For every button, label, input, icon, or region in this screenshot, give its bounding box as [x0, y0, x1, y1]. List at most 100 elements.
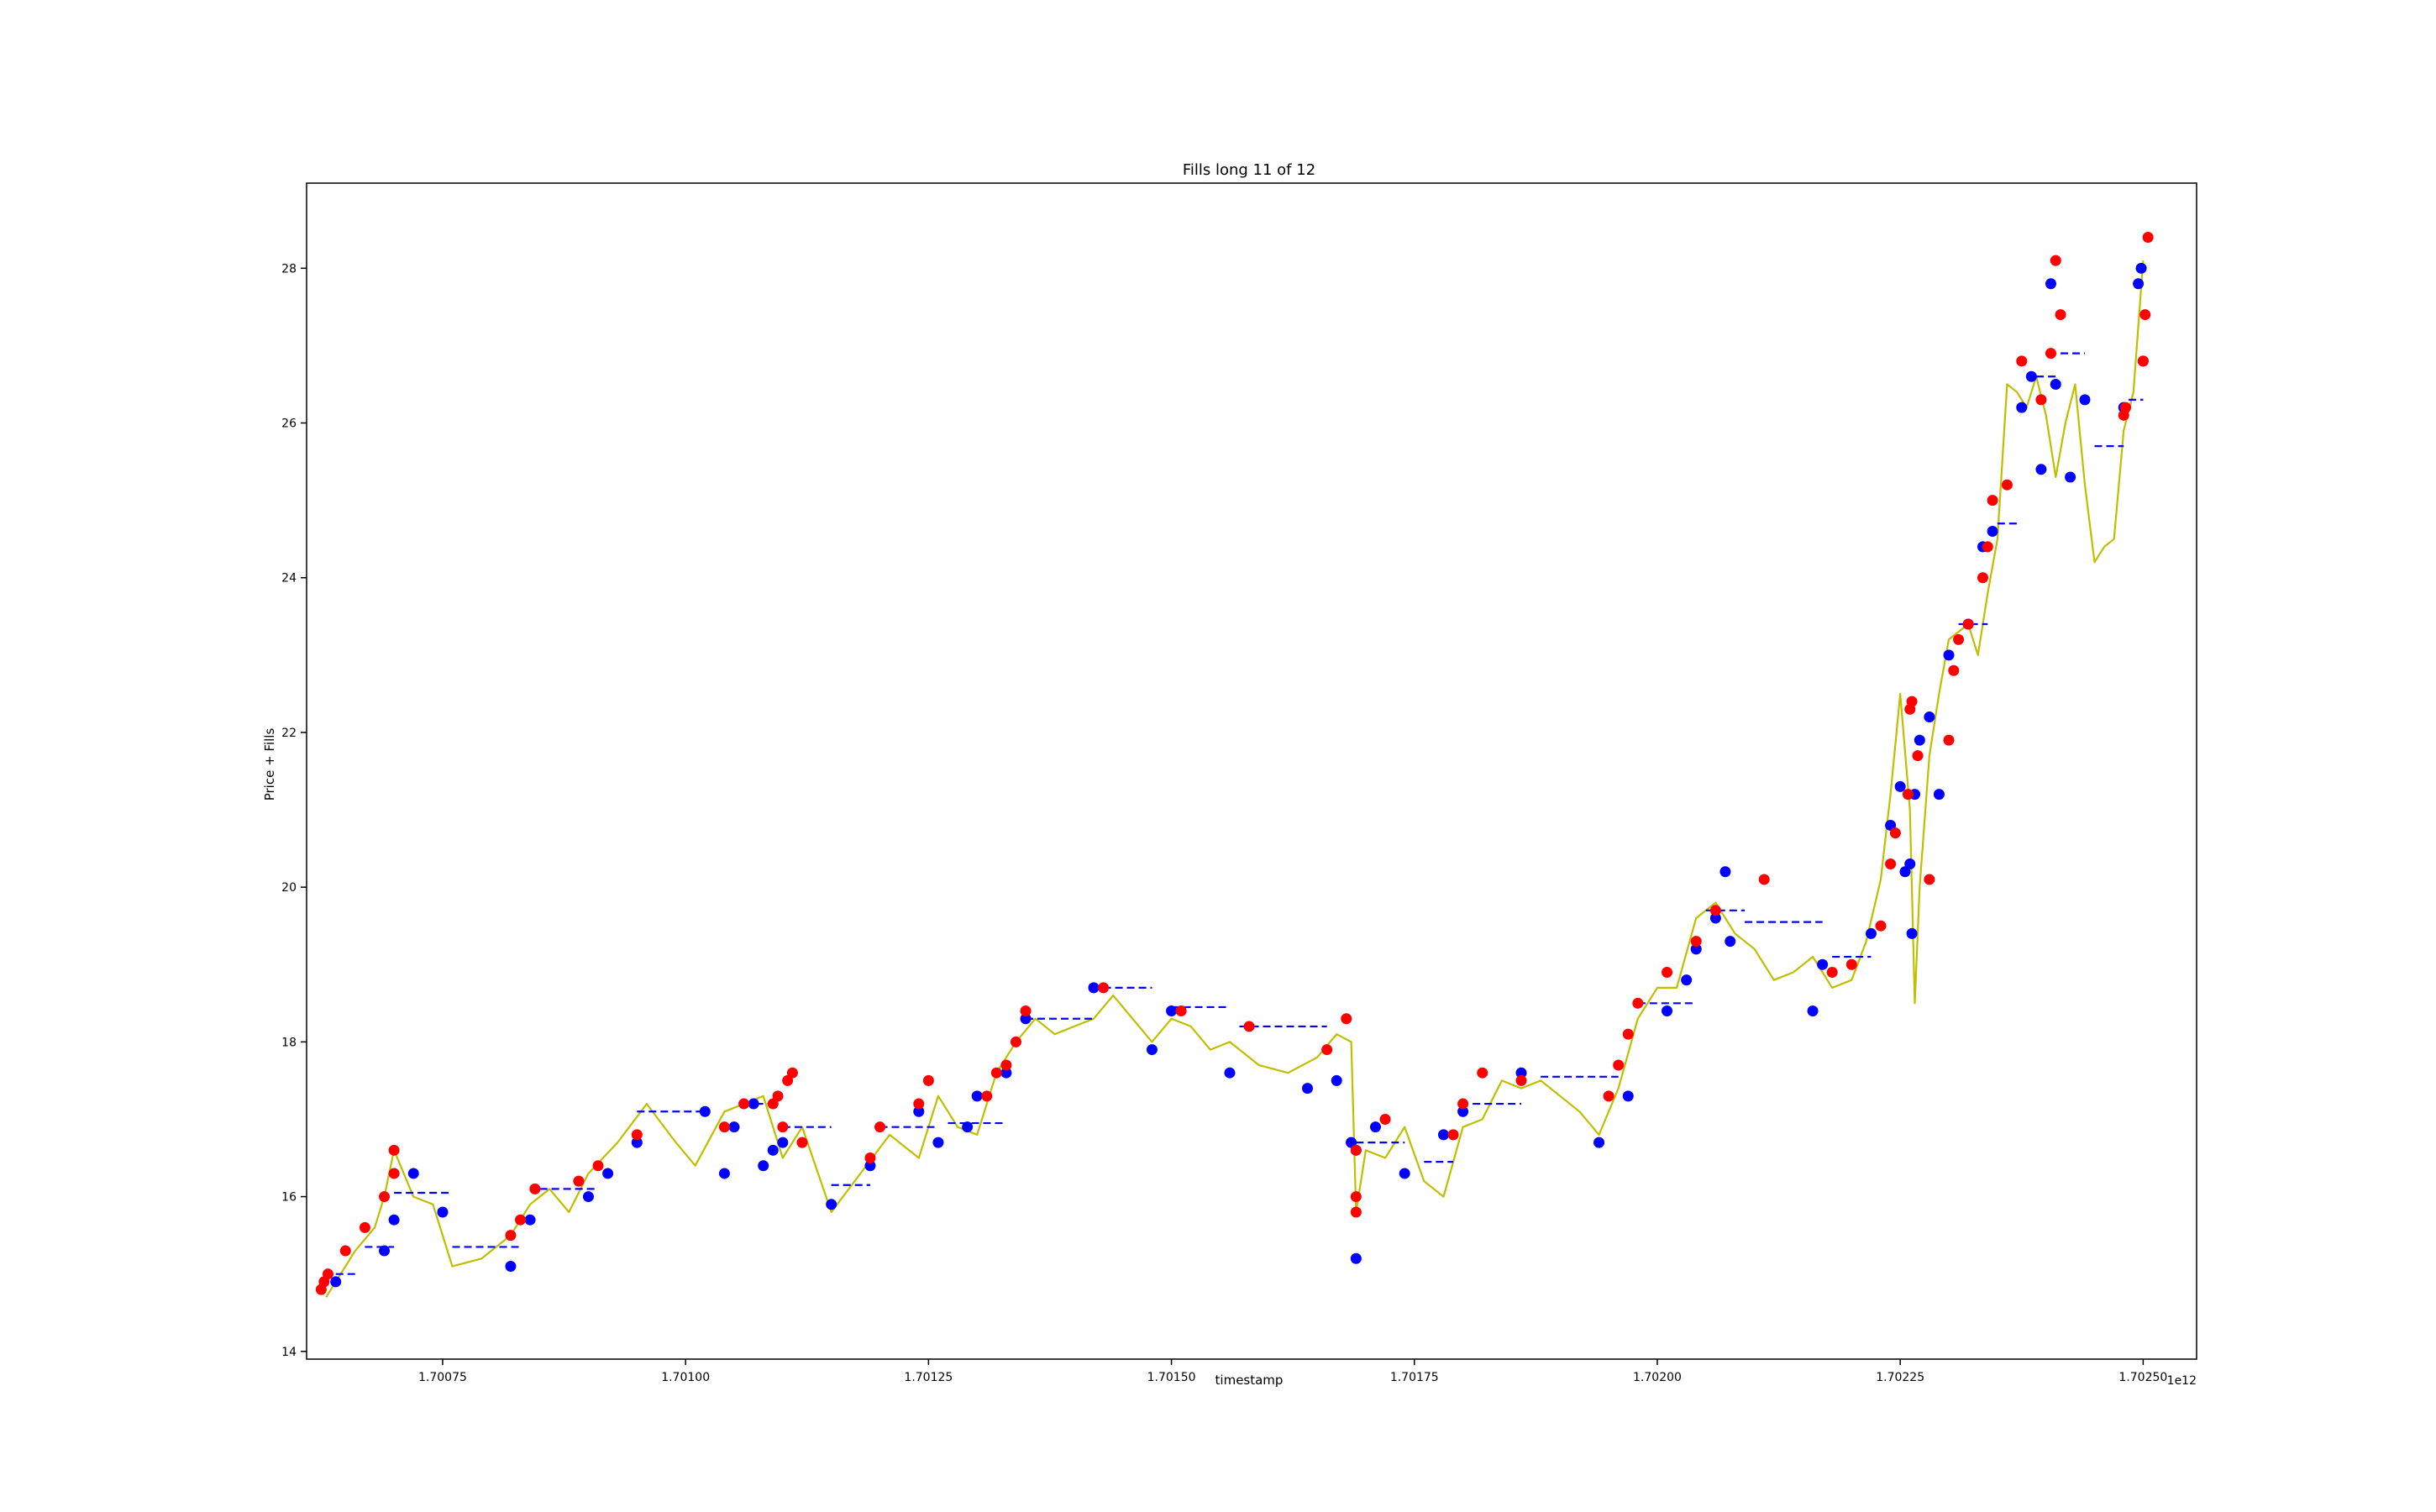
sell-fill-point — [505, 1230, 517, 1242]
buy-fill-point — [2016, 402, 2028, 413]
x-axis-label: timestamp — [1215, 1373, 1284, 1388]
sell-fill-point — [514, 1214, 526, 1226]
x-tick-label: 1.70100 — [661, 1371, 710, 1384]
y-tick-label: 28 — [281, 262, 297, 276]
buy-fill-point — [1690, 943, 1702, 955]
buy-fill-point — [962, 1121, 974, 1133]
x-tick-label: 1.70150 — [1147, 1371, 1196, 1384]
buy-fill-point — [1350, 1252, 1362, 1264]
buy-fill-point — [1709, 912, 1721, 924]
buy-fill-point — [2079, 394, 2091, 406]
sell-fill-point — [864, 1152, 876, 1164]
buy-fill-point — [728, 1121, 740, 1133]
sell-fill-point — [1020, 1005, 1032, 1017]
sell-fill-point — [1948, 664, 1960, 676]
sell-fill-point — [1943, 734, 1955, 746]
price-line — [325, 260, 2145, 1298]
buy-fill-point — [1865, 927, 1877, 939]
buy-fill-point — [330, 1276, 342, 1288]
buy-fill-point — [407, 1168, 419, 1179]
sell-fill-point — [631, 1129, 643, 1141]
buy-fill-point — [1515, 1067, 1527, 1079]
buy-fill-point — [2045, 278, 2056, 290]
sell-fill-point — [1662, 966, 1673, 978]
sell-fill-point — [981, 1090, 993, 1102]
buy-fill-point — [1457, 1105, 1469, 1117]
sell-fill-point — [2016, 355, 2028, 367]
sell-fill-point — [1885, 858, 1897, 870]
buy-fill-point — [2050, 378, 2061, 390]
sell-fill-point — [322, 1268, 333, 1280]
sell-fill-point — [1457, 1098, 1469, 1110]
buy-fill-point — [1817, 958, 1829, 970]
sell-fill-point — [1962, 618, 1974, 630]
sell-fill-point — [529, 1183, 541, 1194]
sell-fill-point — [1379, 1113, 1391, 1125]
sell-fill-point — [874, 1121, 886, 1133]
buy-fill-point — [767, 1144, 779, 1156]
buy-fill-point — [2035, 464, 2047, 475]
buy-fill-point — [826, 1199, 837, 1210]
buy-fill-point — [1593, 1137, 1605, 1148]
sell-fill-point — [2139, 309, 2151, 321]
sell-fill-point — [738, 1098, 750, 1110]
sell-fill-point — [1902, 789, 1914, 801]
sell-fill-point — [1987, 495, 1998, 507]
sell-fill-point — [2142, 231, 2154, 243]
x-tick-label: 1.70175 — [1390, 1371, 1439, 1384]
x-tick-label: 1.70075 — [418, 1371, 467, 1384]
y-tick-label: 20 — [281, 881, 297, 895]
buy-fill-point — [1000, 1067, 1012, 1079]
sell-fill-point — [786, 1067, 798, 1079]
sell-fill-point — [1010, 1036, 1021, 1047]
buy-fill-point — [1302, 1083, 1314, 1095]
sell-fill-point — [1875, 920, 1887, 932]
x-tick-label: 1.70200 — [1633, 1371, 1682, 1384]
sell-fill-point — [1350, 1191, 1362, 1203]
sell-fill-point — [1350, 1206, 1362, 1218]
x-tick-label: 1.70250 — [2118, 1371, 2167, 1384]
buy-fill-point — [748, 1098, 759, 1110]
sell-fill-point — [1977, 572, 1989, 584]
buy-fill-point — [1020, 1013, 1032, 1025]
sell-fill-point — [573, 1175, 585, 1187]
sell-fill-point — [922, 1074, 934, 1086]
sell-fill-point — [1826, 966, 1838, 978]
buy-fill-point — [524, 1214, 536, 1226]
buy-fill-point — [1719, 866, 1731, 878]
y-tick-label: 16 — [281, 1191, 297, 1205]
buy-fill-point — [1662, 1005, 1673, 1017]
buy-fill-point — [758, 1160, 769, 1172]
sell-fill-point — [2001, 479, 2013, 491]
sell-fill-point — [2050, 255, 2061, 266]
buy-fill-point — [379, 1245, 391, 1257]
buy-fill-point — [1987, 525, 1998, 537]
buy-fill-point — [631, 1137, 643, 1148]
buy-fill-point — [1807, 1005, 1819, 1017]
sell-fill-point — [1709, 905, 1721, 916]
sell-fill-point — [388, 1144, 400, 1156]
sell-fill-point — [1350, 1144, 1362, 1156]
buy-fill-point — [1399, 1168, 1410, 1179]
sell-fill-point — [777, 1121, 789, 1133]
buy-fill-point — [1369, 1121, 1381, 1133]
buy-fill-point — [864, 1160, 876, 1172]
sell-fill-point — [1175, 1005, 1187, 1017]
buy-fill-point — [1725, 936, 1736, 948]
buy-fill-point — [971, 1090, 983, 1102]
buy-fill-point — [505, 1260, 517, 1272]
sell-fill-point — [592, 1160, 604, 1172]
buy-fill-point — [388, 1214, 400, 1226]
sell-fill-point — [1613, 1059, 1625, 1071]
buy-fill-point — [1224, 1067, 1236, 1079]
sell-fill-point — [1098, 982, 1110, 994]
buy-fill-point — [699, 1105, 711, 1117]
buy-fill-point — [582, 1191, 594, 1203]
sell-fill-point — [990, 1067, 1002, 1079]
sell-fill-point — [1515, 1074, 1527, 1086]
buy-fill-point — [1681, 974, 1693, 986]
x-tick-label: 1.70225 — [1876, 1371, 1924, 1384]
sell-fill-point — [1845, 958, 1857, 970]
